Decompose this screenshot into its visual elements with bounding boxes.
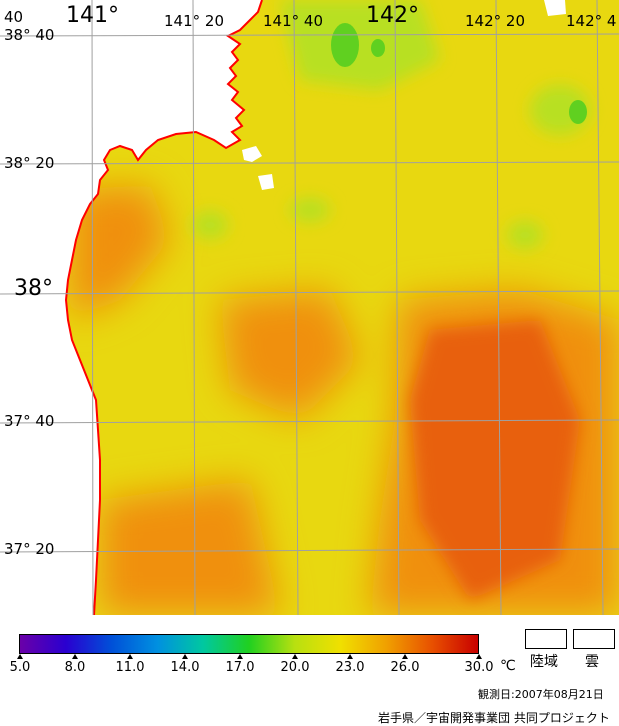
lat-label: 38° 20 [4,154,55,172]
meridian-line [293,0,299,615]
sst-warm-zone [100,480,280,615]
sst-cool-zone [507,221,543,249]
lon-label: 141° [66,3,119,28]
lon-label: 141° 20 [164,12,224,30]
colorbar-tick-label: 5.0 [9,660,31,675]
sst-hot-zone [430,470,510,570]
credit-text: 岩手県／宇宙開発事業団 共同プロジェクト [378,711,610,725]
colorbar-tick-label: 23.0 [335,660,365,675]
colorbar-tick-mark [127,654,133,659]
meridian-line [495,0,502,615]
meridian-line [91,0,94,615]
colorbar-tick-label: 26.0 [390,660,420,675]
colorbar-tick-mark [402,654,408,659]
colorbar-tick-label: 11.0 [115,660,145,675]
sst-cool-zone [290,198,330,222]
colorbar-tick-mark [17,654,23,659]
lon-label: 142° [366,3,419,28]
sst-map: 40 141° 141° 20 141° 40 142° 142° 20 142… [0,0,619,615]
parallel-line [0,161,619,165]
colorbar-tick-mark [237,654,243,659]
colorbar-tick-mark [72,654,78,659]
land-label: 陸域 [530,654,558,670]
lon-label: 40 [4,8,24,26]
coastline [64,0,263,615]
lat-label: 38° 40 [4,26,55,44]
sst-cool-zone [192,211,228,239]
lat-label: 38° [14,276,53,301]
sst-warm-zone [220,290,360,420]
land-area [0,0,262,615]
sst-cool-zone [280,0,440,90]
sst-field [0,0,619,615]
sst-cold-zones [331,23,587,124]
observation-date: 観測日:2007年08月21日 [478,688,604,701]
land-area [258,174,274,190]
parallel-line [0,33,619,37]
temperature-unit: ℃ [500,658,516,674]
lat-label: 37° 40 [4,412,55,430]
parallel-line [0,290,619,295]
lat-label: 37° 20 [4,540,55,558]
colorbar-tick-mark [347,654,353,659]
sst-warm-zone [70,185,170,320]
colorbar-tick-label: 20.0 [280,660,310,675]
lon-label: 142° 20 [465,12,525,30]
parallel-line [0,548,619,553]
colorbar-tick-mark [182,654,188,659]
graticule [0,0,619,615]
land-area [544,0,566,16]
colorbar-tick-mark [476,654,482,659]
colorbar-tick-mark [292,654,298,659]
lon-label: 142° 4 [566,12,617,30]
sst-cold-zone [569,100,587,124]
meridian-line [192,0,196,615]
colorbar-tick-label: 30.0 [464,660,494,675]
cloud-swatch [573,629,615,649]
sst-cool-zones [192,0,590,249]
colorbar-tick-label: 14.0 [170,660,200,675]
sst-cold-zone [331,23,359,67]
meridian-line [596,0,604,615]
lon-label: 141° 40 [263,12,323,30]
colorbar-tick-label: 17.0 [225,660,255,675]
cloud-label: 雲 [585,654,599,670]
temperature-colorbar [19,634,479,654]
sst-hot-zones [410,320,580,600]
meridian-line [394,0,400,615]
colorbar-tick-label: 8.0 [64,660,86,675]
sst-cold-zone [371,39,385,57]
parallel-line [0,419,619,424]
sst-map-canvas [0,0,619,615]
land-area [242,146,262,162]
land-swatch [525,629,567,649]
